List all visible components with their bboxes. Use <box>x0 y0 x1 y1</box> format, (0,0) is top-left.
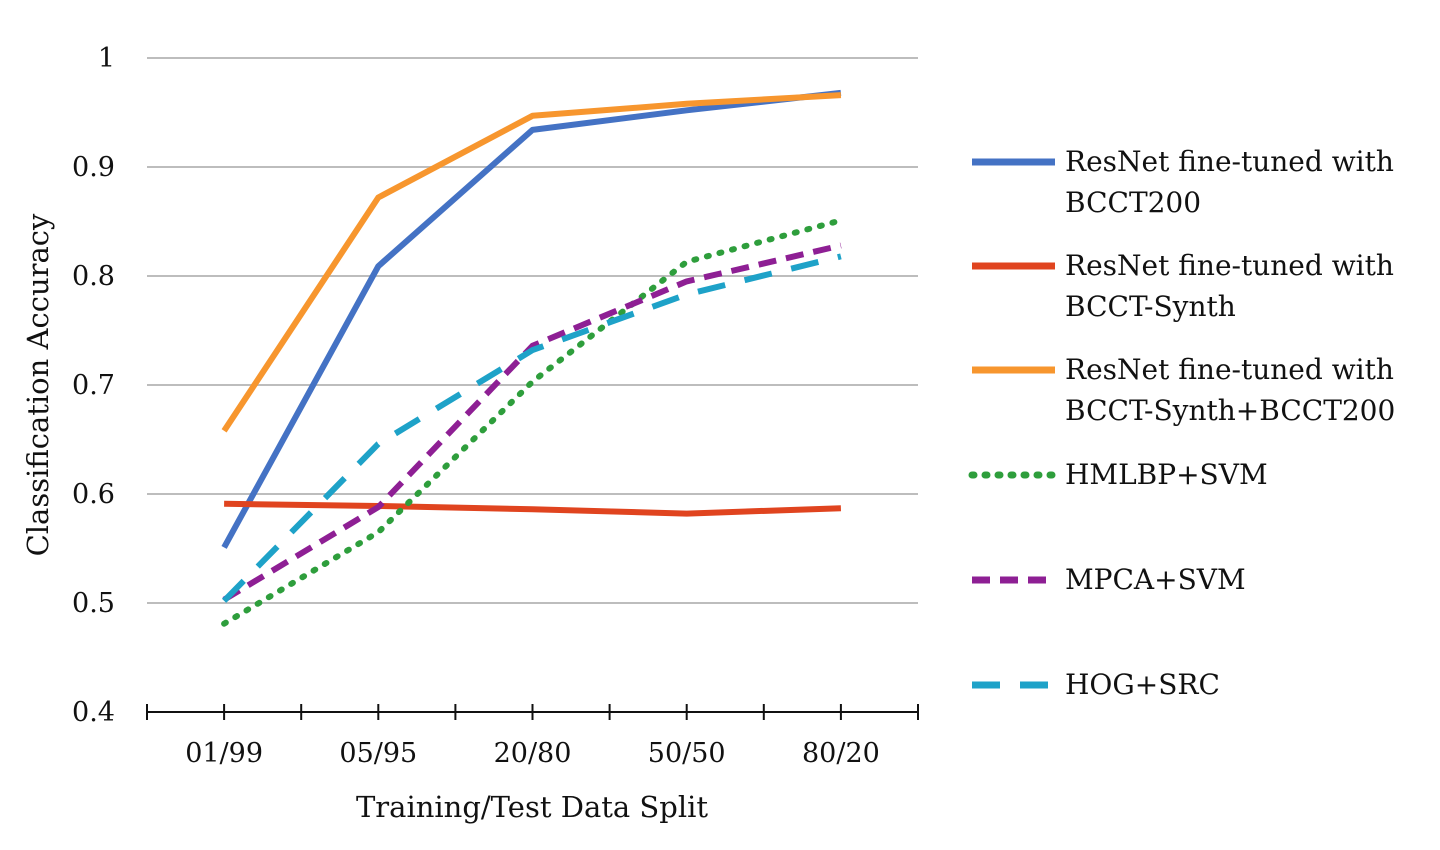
series-line-2 <box>224 500 842 517</box>
legend-label-5: MPCA+SVM <box>1065 563 1246 596</box>
legend-label-2: ResNet fine-tuned with BCCT-Synth <box>1065 249 1394 323</box>
x-tick-label: 20/80 <box>494 738 572 769</box>
y-tick-label: 0.6 <box>72 479 115 510</box>
y-tick-label: 0.4 <box>72 697 115 728</box>
x-axis-title: Training/Test Data Split <box>356 790 708 824</box>
y-tick-label: 0.5 <box>72 588 115 619</box>
x-tick-label: 01/99 <box>185 738 263 769</box>
legend-label-3: ResNet fine-tuned with BCCT-Synth+BCCT200 <box>1065 353 1395 427</box>
y-tick-label: 0.7 <box>72 370 115 401</box>
legend-label-4: HMLBP+SVM <box>1065 458 1268 491</box>
series-line-4 <box>221 217 844 627</box>
legend-label-6: HOG+SRC <box>1065 668 1220 701</box>
legend-label-1: ResNet fine-tuned with BCCT200 <box>1065 145 1394 219</box>
y-tick-label: 0.8 <box>72 261 115 292</box>
series-line-1 <box>221 89 842 549</box>
x-axis: 01/99 05/95 20/80 50/50 80/20 <box>146 704 919 769</box>
x-tick-label: 50/50 <box>648 738 726 769</box>
y-axis: 0.4 0.5 0.6 0.7 0.8 0.9 1 <box>72 43 115 728</box>
grid-lines <box>147 57 918 604</box>
y-axis-title: Classification Accuracy <box>21 213 55 556</box>
series-line-6 <box>221 253 842 603</box>
series-line-3 <box>221 92 842 433</box>
x-tick-label: 05/95 <box>339 738 417 769</box>
x-tick-label: 80/20 <box>802 738 880 769</box>
series-lines <box>221 89 844 627</box>
y-tick-label: 1 <box>98 43 115 74</box>
legend: ResNet fine-tuned with BCCT200 ResNet fine… <box>968 145 1395 701</box>
series-line-5 <box>222 242 842 603</box>
y-tick-label: 0.9 <box>72 152 115 183</box>
